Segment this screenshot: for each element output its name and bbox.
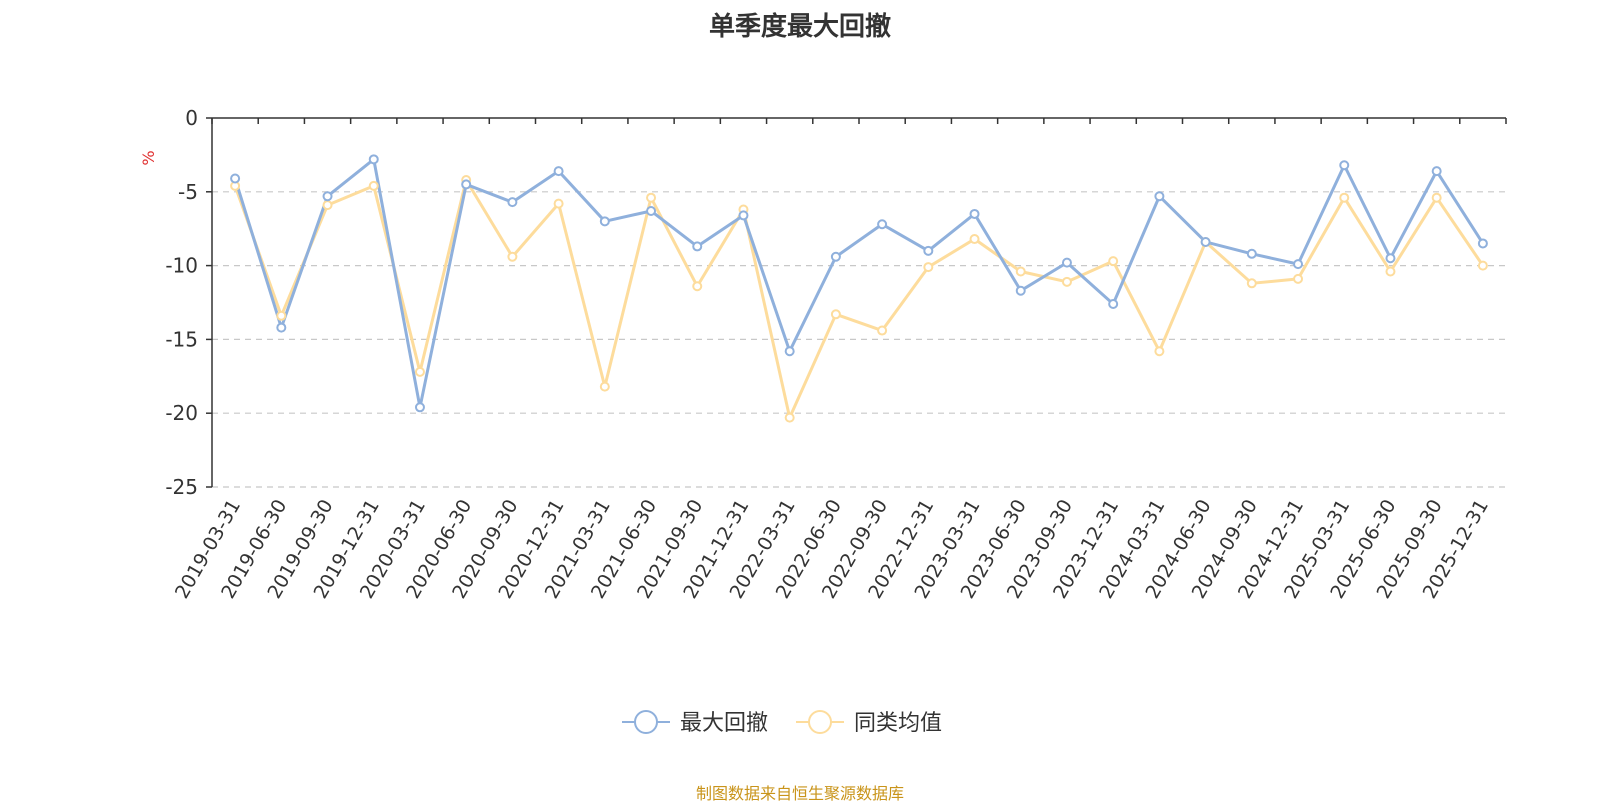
data-point xyxy=(1154,191,1165,202)
axis-layer: 0-5-10-15-20-25%2019-03-312019-06-302019… xyxy=(139,106,1507,602)
data-point xyxy=(692,281,703,292)
series-line xyxy=(233,178,1485,420)
data-point xyxy=(507,251,518,262)
grid-layer xyxy=(212,191,1506,488)
series-layer xyxy=(230,154,1488,423)
data-point xyxy=(507,197,518,208)
data-point xyxy=(877,325,888,336)
data-point xyxy=(1108,256,1119,267)
data-point xyxy=(1154,346,1165,357)
data-point xyxy=(1431,192,1442,203)
data-point xyxy=(414,366,425,377)
data-point xyxy=(1246,278,1257,289)
data-point xyxy=(1246,248,1257,259)
data-point xyxy=(414,402,425,413)
data-point xyxy=(1477,238,1488,249)
data-point xyxy=(553,198,564,209)
data-point xyxy=(276,310,287,321)
data-point xyxy=(646,192,657,203)
data-point xyxy=(1061,276,1072,287)
data-point xyxy=(1385,266,1396,277)
data-point xyxy=(553,166,564,177)
data-point xyxy=(1061,257,1072,268)
legend-label: 同类均值 xyxy=(854,711,942,736)
data-point xyxy=(322,200,333,211)
y-tick-label: -15 xyxy=(165,327,198,351)
data-point xyxy=(830,251,841,262)
data-point xyxy=(599,381,610,392)
data-point xyxy=(368,154,379,165)
y-tick-label: -25 xyxy=(165,475,198,499)
data-point xyxy=(969,208,980,219)
y-tick-label: 0 xyxy=(185,106,198,130)
data-point xyxy=(1339,160,1350,171)
y-tick-label: -10 xyxy=(165,254,198,278)
source-note: 制图数据来自恒生聚源数据库 xyxy=(695,784,904,803)
data-point xyxy=(830,309,841,320)
data-point xyxy=(784,346,795,357)
data-point xyxy=(784,412,795,423)
y-tick-label: -20 xyxy=(165,401,198,425)
data-point xyxy=(322,191,333,202)
data-point xyxy=(1293,273,1304,284)
data-point xyxy=(646,205,657,216)
data-point xyxy=(692,241,703,252)
data-point xyxy=(276,322,287,333)
data-point xyxy=(923,262,934,273)
data-point xyxy=(877,219,888,230)
data-point xyxy=(461,179,472,190)
data-point xyxy=(1339,192,1350,203)
chart-title: 单季度最大回撤 xyxy=(708,12,891,42)
data-point xyxy=(1015,285,1026,296)
data-point xyxy=(969,234,980,245)
legend-label: 最大回撤 xyxy=(680,711,768,736)
legend: 最大回撤 同类均值 xyxy=(622,710,942,736)
y-axis-label: % xyxy=(139,150,158,165)
data-point xyxy=(599,216,610,227)
y-tick-label: -5 xyxy=(178,180,198,204)
legend-marker xyxy=(808,710,832,734)
data-point xyxy=(1200,236,1211,247)
data-point xyxy=(1385,253,1396,264)
data-point xyxy=(368,180,379,191)
data-point xyxy=(1108,298,1119,309)
data-point xyxy=(738,210,749,221)
data-point xyxy=(923,245,934,256)
data-point xyxy=(1293,259,1304,270)
data-point xyxy=(230,173,241,184)
data-point xyxy=(1015,266,1026,277)
data-point xyxy=(1477,260,1488,271)
series-line xyxy=(233,157,1485,409)
legend-marker xyxy=(634,710,658,734)
data-point xyxy=(1431,166,1442,177)
